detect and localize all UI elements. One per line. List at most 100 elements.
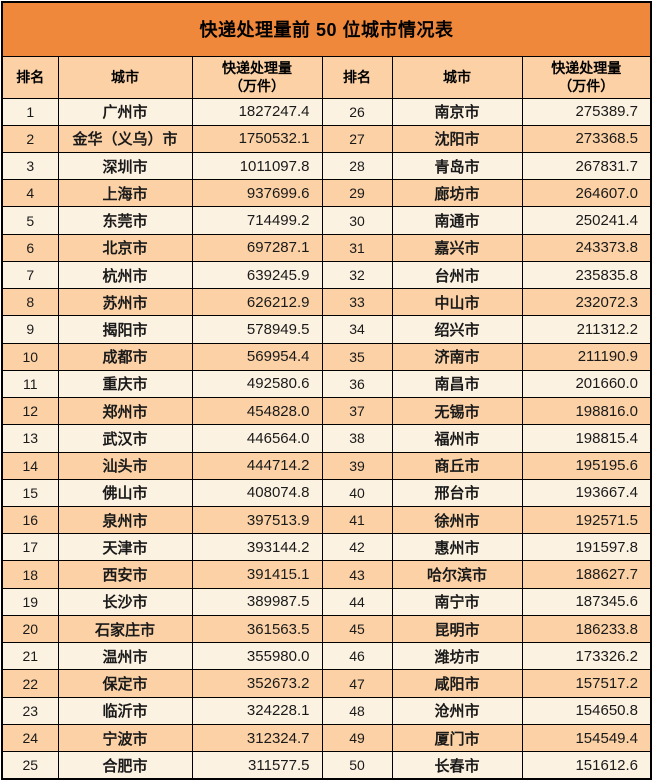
table-row: 9 揭阳市 578949.5 34 绍兴市 211312.2 (1, 315, 652, 344)
table-row: 22 保定市 352673.2 47 咸阳市 157517.2 (1, 669, 652, 698)
rank-cell-left: 21 (1, 642, 59, 671)
city-cell-right: 徐州市 (391, 506, 523, 535)
city-cell-right: 哈尔滨市 (391, 560, 523, 589)
volume-cell-right: 193667.4 (521, 478, 652, 508)
volume-cell-left: 397513.9 (191, 506, 323, 535)
rank-cell-right: 27 (321, 124, 393, 153)
city-cell-left: 重庆市 (57, 369, 193, 399)
city-cell-left: 温州市 (57, 642, 193, 671)
city-cell-right: 南宁市 (391, 587, 523, 616)
table-row: 5 东莞市 714499.2 30 南通市 250241.4 (1, 206, 652, 235)
rank-cell-right: 34 (321, 315, 393, 344)
city-cell-left: 北京市 (57, 233, 193, 262)
city-cell-left: 杭州市 (57, 260, 193, 290)
city-cell-right: 昆明市 (391, 614, 523, 644)
volume-cell-right: 195195.6 (521, 451, 652, 480)
city-cell-right: 沈阳市 (391, 124, 523, 153)
rank-cell-right: 31 (321, 233, 393, 262)
table-row: 8 苏州市 626212.9 33 中山市 232072.3 (1, 288, 652, 317)
header-volume-right: 快递处理量 （万件） (521, 55, 652, 99)
rank-cell-right: 42 (321, 533, 393, 562)
city-cell-left: 临沂市 (57, 696, 193, 725)
header-rank-left: 排名 (1, 55, 59, 99)
volume-cell-right: 192571.5 (521, 506, 652, 535)
rank-cell-left: 18 (1, 560, 59, 589)
volume-cell-right: 151612.6 (521, 751, 652, 780)
city-cell-left: 石家庄市 (57, 614, 193, 644)
rank-cell-right: 49 (321, 723, 393, 753)
rank-cell-left: 13 (1, 424, 59, 453)
city-cell-right: 济南市 (391, 342, 523, 371)
volume-cell-left: 389987.5 (191, 587, 323, 616)
rank-cell-right: 26 (321, 97, 393, 126)
rank-cell-right: 37 (321, 397, 393, 426)
volume-cell-right: 211190.9 (521, 342, 652, 371)
volume-cell-right: 157517.2 (521, 669, 652, 698)
rank-cell-right: 39 (321, 451, 393, 480)
volume-cell-left: 697287.1 (191, 233, 323, 262)
volume-cell-right: 201660.0 (521, 369, 652, 399)
volume-cell-right: 173326.2 (521, 642, 652, 671)
city-cell-left: 东莞市 (57, 206, 193, 235)
city-cell-left: 佛山市 (57, 478, 193, 508)
header-volume-right-line1: 快递处理量 (551, 59, 622, 76)
city-cell-right: 青岛市 (391, 151, 523, 181)
table-row: 19 长沙市 389987.5 44 南宁市 187345.6 (1, 587, 652, 616)
header-rank-right: 排名 (321, 55, 393, 99)
city-cell-right: 福州市 (391, 424, 523, 453)
volume-cell-right: 211312.2 (521, 315, 652, 344)
volume-cell-left: 311577.5 (191, 751, 323, 780)
rank-cell-left: 6 (1, 233, 59, 262)
city-cell-right: 南通市 (391, 206, 523, 235)
volume-cell-right: 264607.0 (521, 179, 652, 208)
table-row: 1 广州市 1827247.4 26 南京市 275389.7 (1, 97, 652, 126)
rank-cell-right: 32 (321, 260, 393, 290)
volume-cell-left: 444714.2 (191, 451, 323, 480)
city-cell-right: 中山市 (391, 288, 523, 317)
city-cell-left: 郑州市 (57, 397, 193, 426)
volume-cell-left: 569954.4 (191, 342, 323, 371)
city-cell-left: 长沙市 (57, 587, 193, 616)
volume-cell-right: 235835.8 (521, 260, 652, 290)
table-row: 14 汕头市 444714.2 39 商丘市 195195.6 (1, 451, 652, 480)
volume-cell-right: 198815.4 (521, 424, 652, 453)
rank-cell-right: 45 (321, 614, 393, 644)
volume-cell-left: 626212.9 (191, 288, 323, 317)
volume-cell-right: 267831.7 (521, 151, 652, 181)
city-cell-right: 潍坊市 (391, 642, 523, 671)
city-cell-left: 武汉市 (57, 424, 193, 453)
city-cell-right: 商丘市 (391, 451, 523, 480)
city-cell-right: 沧州市 (391, 696, 523, 725)
table-row: 25 合肥市 311577.5 50 长春市 151612.6 (1, 751, 652, 780)
rank-cell-right: 33 (321, 288, 393, 317)
rank-cell-right: 36 (321, 369, 393, 399)
rank-cell-left: 3 (1, 151, 59, 181)
volume-cell-left: 408074.8 (191, 478, 323, 508)
table-row: 7 杭州市 639245.9 32 台州市 235835.8 (1, 260, 652, 290)
rank-cell-left: 4 (1, 179, 59, 208)
header-volume-left: 快递处理量 （万件） (191, 55, 323, 99)
volume-cell-right: 198816.0 (521, 397, 652, 426)
volume-cell-left: 639245.9 (191, 260, 323, 290)
volume-cell-left: 393144.2 (191, 533, 323, 562)
city-cell-right: 台州市 (391, 260, 523, 290)
city-cell-right: 惠州市 (391, 533, 523, 562)
rank-cell-left: 2 (1, 124, 59, 153)
header-row: 排名 城市 快递处理量 （万件） 排名 城市 快递处理量 （万件） (1, 55, 652, 99)
header-city-left: 城市 (57, 55, 193, 99)
rank-cell-right: 41 (321, 506, 393, 535)
volume-cell-left: 1750532.1 (191, 124, 323, 153)
volume-cell-left: 312324.7 (191, 723, 323, 753)
table-row: 16 泉州市 397513.9 41 徐州市 192571.5 (1, 506, 652, 535)
volume-cell-left: 355980.0 (191, 642, 323, 671)
rank-cell-right: 48 (321, 696, 393, 725)
rank-cell-right: 47 (321, 669, 393, 698)
rank-cell-left: 9 (1, 315, 59, 344)
city-cell-right: 无锡市 (391, 397, 523, 426)
city-cell-right: 南京市 (391, 97, 523, 126)
volume-cell-left: 1827247.4 (191, 97, 323, 126)
rank-cell-right: 50 (321, 751, 393, 780)
table-title: 快递处理量前 50 位城市情况表 (1, 1, 652, 57)
city-cell-left: 上海市 (57, 179, 193, 208)
